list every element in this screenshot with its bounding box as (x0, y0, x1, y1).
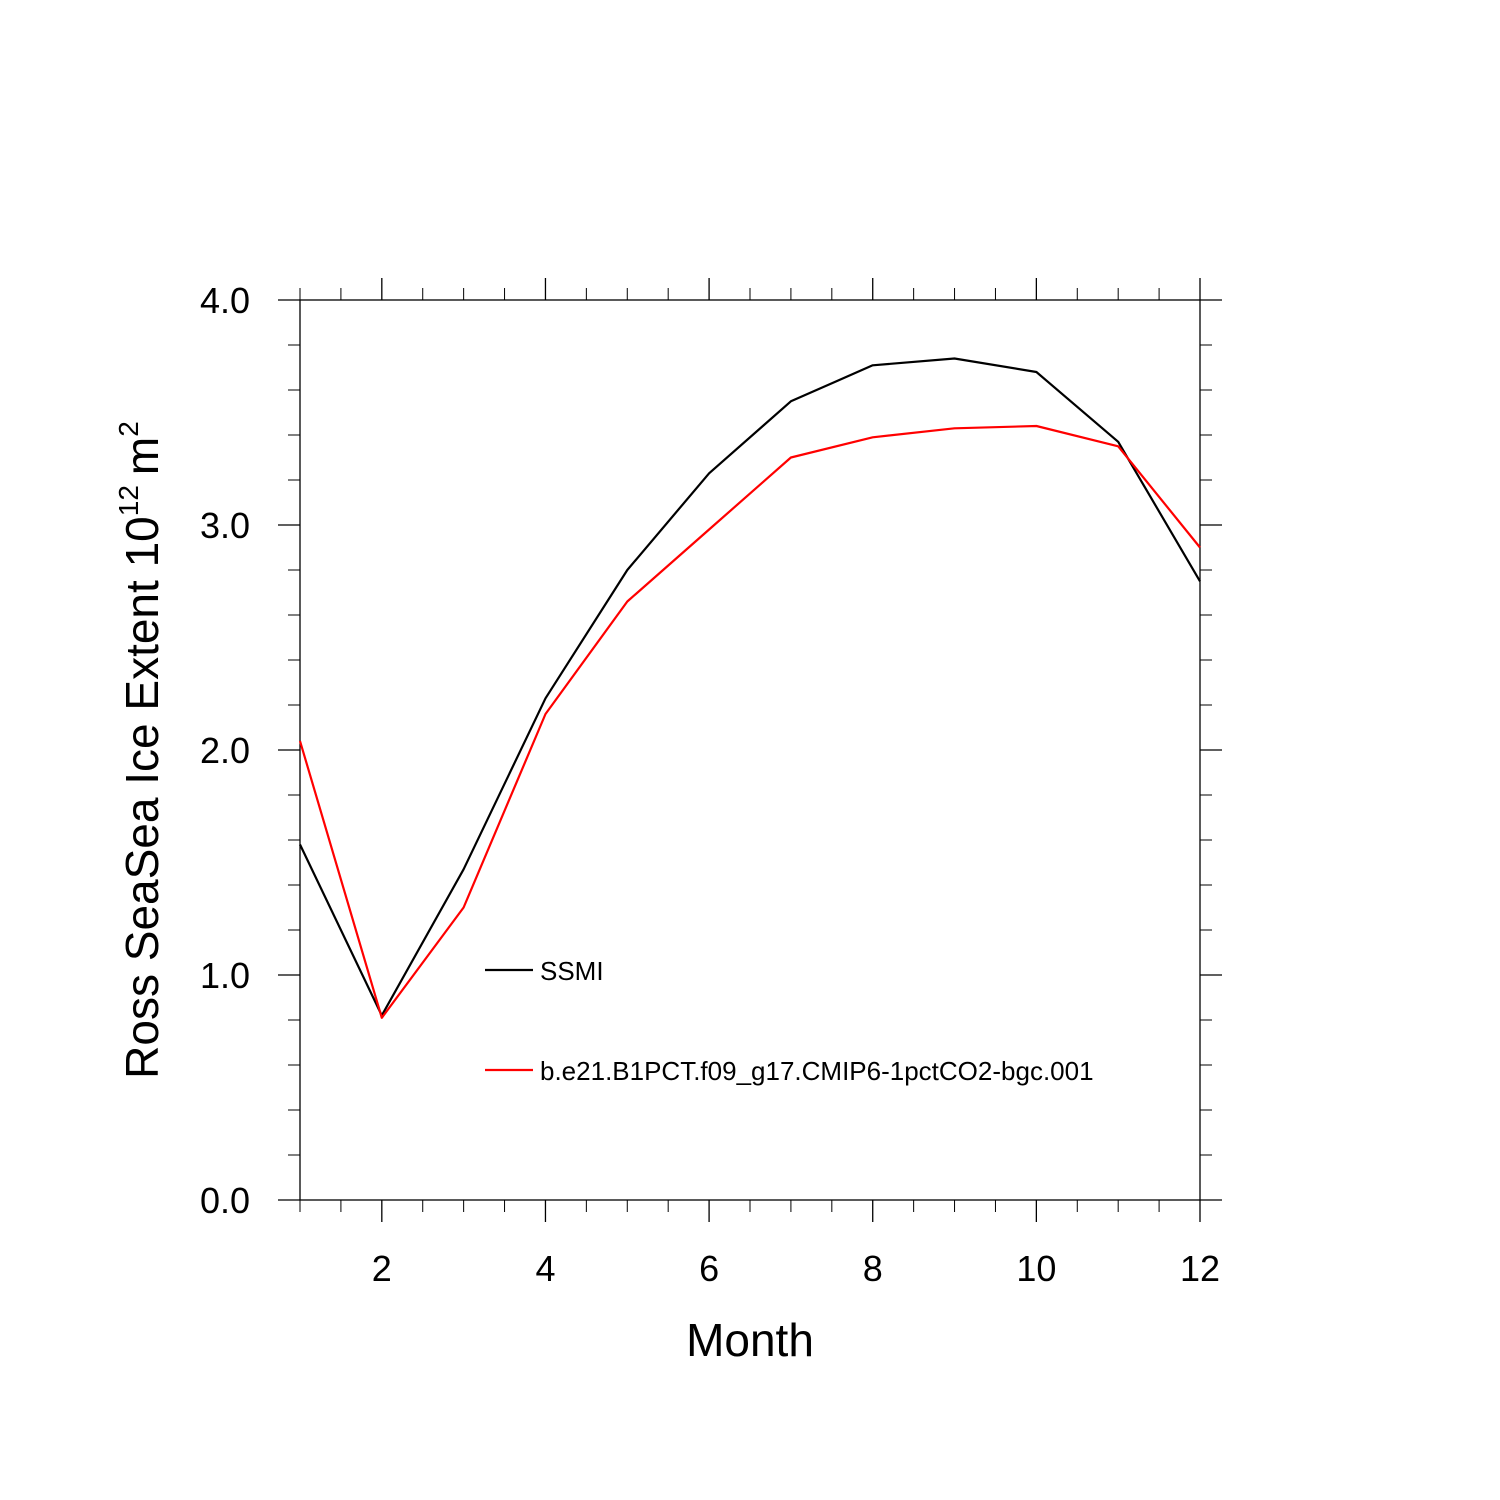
x-tick-label: 8 (863, 1248, 883, 1289)
y-tick-label: 2.0 (200, 730, 250, 771)
y-tick-label: 3.0 (200, 505, 250, 546)
series-line-ssmi (299, 357, 1201, 1017)
x-tick-label: 4 (535, 1248, 555, 1289)
y-axis-title-unit-exponent: 2 (113, 421, 144, 437)
minor-ticks (288, 288, 1212, 1212)
legend-label-model: b.e21.B1PCT.f09_g17.CMIP6-1pctCO2-bgc.00… (540, 1056, 1094, 1086)
x-tick-label: 6 (699, 1248, 719, 1289)
y-tick-label: 4.0 (200, 280, 250, 321)
x-tick-label: 10 (1016, 1248, 1056, 1289)
tick-labels: 2 4 6 8 10 12 0.0 1.0 2.0 3.0 4.0 (200, 280, 1220, 1289)
x-tick-label: 2 (372, 1248, 392, 1289)
legend: SSMI b.e21.B1PCT.f09_g17.CMIP6-1pctCO2-b… (485, 956, 1094, 1086)
y-axis-title-exponent: 12 (113, 485, 144, 516)
plot-frame (299, 299, 1201, 1201)
series-lines (298, 357, 1201, 1019)
major-ticks (278, 278, 1222, 1222)
y-axis-title: Ross SeaSea Ice Extent 1012 m2 (113, 421, 168, 1079)
y-axis-title-main: Ross SeaSea Ice Extent 10 (116, 516, 168, 1079)
legend-label-ssmi: SSMI (540, 956, 604, 986)
y-tick-label: 0.0 (200, 1180, 250, 1221)
y-axis-title-unit: m (116, 437, 168, 475)
x-axis-title: Month (686, 1314, 814, 1366)
x-tick-label: 12 (1180, 1248, 1220, 1289)
y-tick-label: 1.0 (200, 955, 250, 996)
series-line-model (298, 424, 1201, 1019)
